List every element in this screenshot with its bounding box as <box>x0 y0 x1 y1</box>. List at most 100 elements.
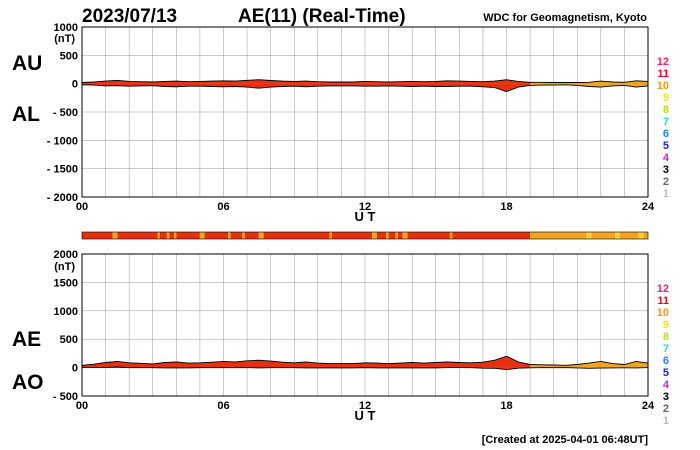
station-bar-segment <box>117 232 158 239</box>
station-scale-label: 5 <box>663 140 669 152</box>
station-bar-segment <box>159 232 167 239</box>
station-scale-label: 2 <box>663 176 669 188</box>
station-scale-label: 3 <box>663 164 669 176</box>
station-bar-segment <box>372 232 377 239</box>
ae-ao-x-label: U T <box>355 408 376 423</box>
station-bar-segment <box>174 232 177 239</box>
station-scale-label: 1 <box>663 415 669 427</box>
x-tick-label: 18 <box>500 400 512 412</box>
x-tick-label: 00 <box>76 201 88 213</box>
data-source: WDC for Geomagnetism, Kyoto <box>483 12 647 24</box>
station-bar-segment <box>157 232 160 239</box>
y-tick-label: 1500 <box>54 277 78 289</box>
ae-ao-unit: (nT) <box>54 261 75 273</box>
y-tick-label: - 1500 <box>47 164 78 176</box>
series-area-upper <box>82 356 648 368</box>
station-bar-border <box>81 231 649 240</box>
al-label: AL <box>12 103 40 126</box>
station-scale-label: 3 <box>663 391 669 403</box>
station-scale-label: 6 <box>663 355 669 367</box>
station-scale-label: 1 <box>663 188 669 200</box>
au-al-y-axis: 1000 500 0 - 500 - 1000 - 1500 - 2000 <box>47 22 78 204</box>
station-bar-segment <box>166 232 170 239</box>
y-tick-label: - 500 <box>53 391 78 403</box>
station-bar-segment <box>199 232 205 239</box>
created-timestamp: [Created at 2025-04-01 06:48UT] <box>482 434 649 446</box>
station-scale-label: 8 <box>663 331 669 343</box>
series-line-al <box>81 84 649 93</box>
ae-ao-y-axis: 2000 1500 1000 500 0 - 500 <box>53 249 78 403</box>
station-bar-segment <box>407 232 450 239</box>
ae-label: AE <box>12 328 41 351</box>
au-al-x-label: U T <box>355 209 376 224</box>
station-bar-segment <box>643 232 648 239</box>
station-bar-segment <box>388 232 396 239</box>
station-bar-segment <box>176 232 200 239</box>
x-tick-label: 24 <box>642 201 655 213</box>
station-bar-segment <box>258 232 264 239</box>
y-tick-label: 500 <box>60 334 78 346</box>
station-scale-label: 11 <box>657 68 669 80</box>
chart-title: AE(11) (Real-Time) <box>238 6 406 27</box>
series-line-ao <box>81 366 649 371</box>
station-scale-label: 12 <box>657 283 669 295</box>
ae-ao-series <box>81 355 649 371</box>
station-bar-segment <box>395 232 399 239</box>
station-bar <box>81 231 649 240</box>
x-tick-label: 12 <box>359 201 371 213</box>
station-bar-segment <box>452 232 531 239</box>
station-bar-segment <box>615 232 620 239</box>
station-scale-label: 8 <box>663 104 669 116</box>
station-scale-label: 6 <box>663 128 669 140</box>
y-tick-label: 0 <box>72 363 78 375</box>
station-bar-segment <box>449 232 453 239</box>
station-scale-label: 5 <box>663 367 669 379</box>
station-bar-segment <box>638 232 644 239</box>
ae-ao-x-axis: 00 06 12 18 24 <box>76 400 655 412</box>
station-scale-label: 4 <box>663 152 670 164</box>
x-tick-label: 24 <box>642 400 655 412</box>
series-area-late <box>530 361 648 369</box>
station-bar-segment <box>376 232 387 239</box>
station-bar-segment <box>244 232 259 239</box>
station-bar-segment <box>332 232 373 239</box>
series-line-au <box>81 79 649 83</box>
y-tick-label: 1000 <box>54 22 78 34</box>
station-bar-segment <box>228 232 231 239</box>
station-scale-label: 7 <box>663 343 669 355</box>
station-bar-segment <box>619 232 639 239</box>
au-al-unit: (nT) <box>54 33 75 45</box>
y-tick-label: 0 <box>72 79 78 91</box>
station-bar-segment <box>530 232 587 239</box>
x-tick-label: 06 <box>217 400 229 412</box>
series-area-lower <box>82 83 648 92</box>
station-scale-label: 12 <box>657 56 669 68</box>
station-bar-segment <box>591 232 615 239</box>
station-scale-label: 11 <box>657 295 669 307</box>
station-scale-label: 2 <box>663 403 669 415</box>
y-tick-label: 1000 <box>54 306 78 318</box>
station-scale-label: 9 <box>663 319 669 331</box>
chart-date: 2023/07/13 <box>82 6 177 27</box>
au-al-series <box>81 79 649 93</box>
station-bar-segment <box>398 232 403 239</box>
station-bar-segment <box>169 232 174 239</box>
station-bar-segment <box>242 232 245 239</box>
x-tick-label: 06 <box>217 201 229 213</box>
y-tick-label: - 500 <box>53 107 78 119</box>
station-scale-label: 7 <box>663 116 669 128</box>
au-al-x-axis: 00 06 12 18 24 <box>76 201 655 213</box>
station-bar-segment <box>586 232 592 239</box>
station-scale-label: 10 <box>657 307 669 319</box>
x-tick-label: 12 <box>359 400 371 412</box>
y-tick-label: - 2000 <box>47 192 78 204</box>
ao-label: AO <box>12 371 44 394</box>
station-scale-label: 4 <box>663 379 670 391</box>
station-bar-segment <box>230 232 243 239</box>
y-tick-label: 500 <box>60 50 78 62</box>
